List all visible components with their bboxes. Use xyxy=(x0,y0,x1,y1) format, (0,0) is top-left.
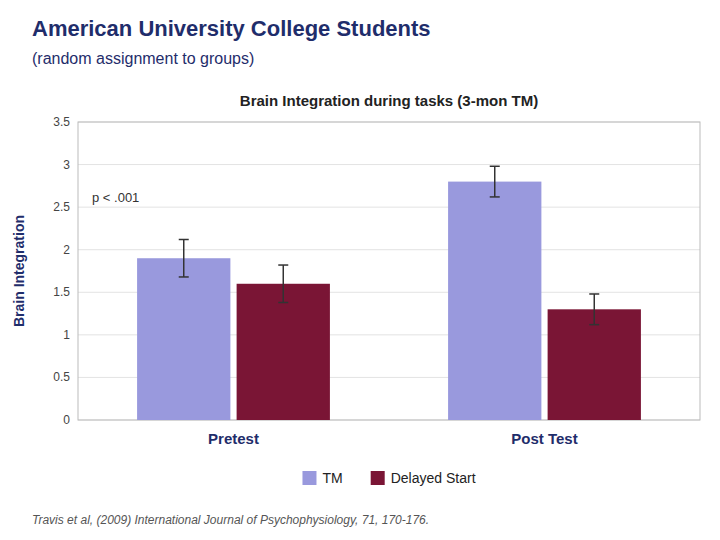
y-tick-label: 2 xyxy=(63,243,70,257)
error-bar-cap xyxy=(278,302,288,304)
plot-frame xyxy=(78,122,700,420)
y-tick-label: 1 xyxy=(63,328,70,342)
error-bar-cap xyxy=(179,276,189,278)
error-bar xyxy=(278,265,288,302)
error-bar xyxy=(179,239,189,276)
x-tick-label: Pretest xyxy=(208,430,259,447)
y-tick-label: 2.5 xyxy=(53,200,70,214)
title: American University College Students xyxy=(32,16,431,41)
error-bar-stem xyxy=(183,239,185,276)
grid-line xyxy=(78,164,700,165)
legend-label: TM xyxy=(322,470,342,486)
error-bar-stem xyxy=(594,294,596,325)
y-tick-label: 1.5 xyxy=(53,285,70,299)
subtitle: (random assignment to groups) xyxy=(32,50,254,67)
bar xyxy=(448,182,541,420)
grid-line xyxy=(78,249,700,250)
legend-label: Delayed Start xyxy=(391,470,476,486)
chart-title: Brain Integration during tasks (3-mon TM… xyxy=(240,92,538,109)
error-bar-stem xyxy=(283,265,285,302)
legend-swatch xyxy=(371,471,385,485)
chart-container: American University College Students (ran… xyxy=(0,0,720,540)
y-tick-label: 3 xyxy=(63,158,70,172)
y-tick-label: 0.5 xyxy=(53,370,70,384)
y-grid xyxy=(78,122,700,420)
error-bar-cap xyxy=(490,166,500,168)
error-bar-cap xyxy=(179,239,189,241)
annotation: p < .001 xyxy=(92,190,139,205)
legend-swatch xyxy=(302,471,316,485)
legend-item: Delayed Start xyxy=(371,470,476,486)
chart-svg: American University College Students (ran… xyxy=(0,0,720,540)
grid-line xyxy=(78,207,700,208)
y-tick-label: 3.5 xyxy=(53,115,70,129)
bar xyxy=(548,309,641,420)
footnote: Travis et al, (2009) International Journ… xyxy=(32,513,429,527)
error-bar-cap xyxy=(278,264,288,266)
error-bar-cap xyxy=(589,324,599,326)
bar xyxy=(137,258,230,420)
error-bar xyxy=(589,294,599,325)
error-bar-stem xyxy=(494,166,496,197)
error-bar xyxy=(490,166,500,197)
legend: TM Delayed Start xyxy=(302,470,475,486)
x-tick-label: Post Test xyxy=(511,430,577,447)
y-axis-label: Brain Integration xyxy=(11,215,27,327)
bar xyxy=(237,284,330,420)
bars xyxy=(137,166,641,420)
error-bar-cap xyxy=(490,196,500,198)
error-bar-cap xyxy=(589,293,599,295)
y-tick-label: 0 xyxy=(63,413,70,427)
legend-item: TM xyxy=(302,470,342,486)
